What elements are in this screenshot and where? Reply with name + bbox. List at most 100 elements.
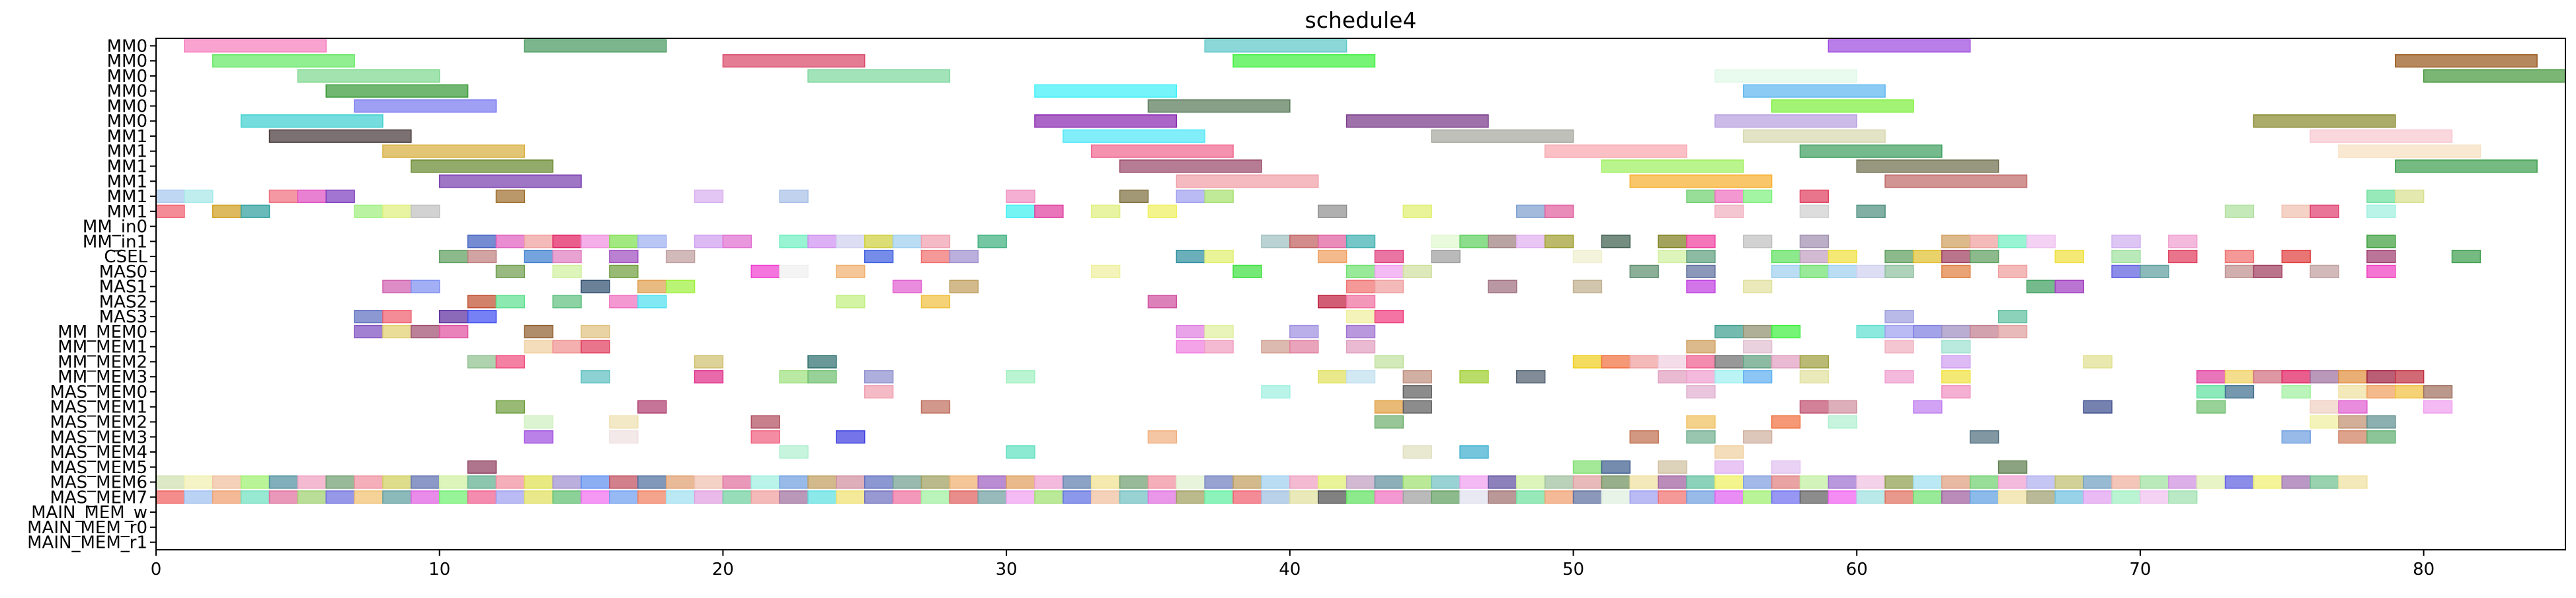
task-bar [1771,264,1801,278]
y-tick-label: MAIN_MEM_r0 [27,518,147,538]
task-bar [1771,415,1801,429]
task-bar [495,189,526,204]
task-bar [411,475,440,489]
task-bar [1034,84,1178,98]
task-bar [1063,129,1205,143]
task-bar [1913,324,1943,338]
task-bar [268,475,299,489]
task-bar [2366,430,2396,444]
task-bar [2366,264,2396,278]
task-bar [609,475,639,489]
task-bar [1459,235,1489,248]
task-bar [1204,250,1234,264]
task-bar [1063,490,1092,504]
task-bar [1743,324,1773,338]
task-bar [552,475,582,489]
task-bar [1034,490,1064,504]
task-bar [750,475,780,489]
task-bar [1799,235,1830,248]
task-bar [1261,340,1291,354]
task-bar [1544,144,1687,158]
task-bar [2111,235,2141,248]
task-bar [1402,475,1432,489]
task-bar [581,235,610,248]
task-bar [1997,310,2028,324]
task-bar [1289,324,1319,338]
task-bar [2026,280,2056,293]
task-bar [1743,189,1773,204]
task-bar [2140,264,2169,278]
task-bar [2054,490,2084,504]
task-bar [325,189,355,204]
task-bar [1402,370,1432,384]
x-tick-label: 50 [1562,560,1584,579]
task-bar [1402,204,1432,218]
y-tick-label: MAS1 [99,278,147,297]
task-bar [609,430,639,444]
task-bar [1488,280,1517,293]
task-bar [2310,370,2339,384]
task-bar [949,280,979,293]
task-bar [1346,295,1376,309]
task-bar [2111,250,2141,264]
task-bar [354,324,383,338]
task-bar [2253,370,2283,384]
task-bar [2083,475,2113,489]
task-bar [2310,129,2453,143]
task-bar [864,250,894,264]
task-bar [1856,264,1886,278]
task-bar [581,280,610,293]
task-bar [1658,370,1687,384]
y-tick-label: MM1 [107,187,147,207]
task-bar [1374,310,1404,324]
task-bar [2281,204,2311,218]
task-bar [807,370,837,384]
task-bar [382,490,412,504]
task-bar [438,490,469,504]
task-bar [1686,475,1716,489]
task-bar [1488,490,1517,504]
task-bar [920,475,951,489]
task-bar [2395,370,2425,384]
task-bar [1516,370,1546,384]
task-bar [1771,99,1914,113]
task-bar [1176,340,1205,354]
task-bar [1743,370,1773,384]
task-bar [1743,235,1773,248]
task-bar [779,189,809,204]
task-bar [949,250,979,264]
task-bar [1714,355,1744,369]
task-bar [1090,264,1121,278]
task-bar [1828,264,1857,278]
task-bar [1516,475,1546,489]
task-bar [1856,159,1999,173]
task-bar [495,264,526,278]
task-bar [524,430,553,444]
task-bar [1176,189,1205,204]
task-bar [807,69,951,83]
task-bar [1006,445,1035,459]
task-bar [2140,475,2169,489]
task-bar [297,189,327,204]
task-bar [1743,490,1773,504]
task-bar [1204,39,1348,53]
task-bar [609,295,639,309]
task-bar [1572,460,1603,474]
y-tick-label: MM1 [107,157,147,177]
task-bar [1686,355,1716,369]
task-bar [552,295,582,309]
task-bar [779,445,809,459]
task-bar [2026,235,2056,248]
task-bar [2281,385,2311,399]
task-bar [1261,385,1291,399]
task-bar [1771,460,1801,474]
task-bar [1884,310,1914,324]
task-bar [2224,250,2255,264]
task-bar [1828,250,1857,264]
task-bar [581,475,610,489]
task-bar [1884,370,1914,384]
task-bar [665,280,696,293]
task-bar [609,235,639,248]
task-bar [2366,250,2396,264]
